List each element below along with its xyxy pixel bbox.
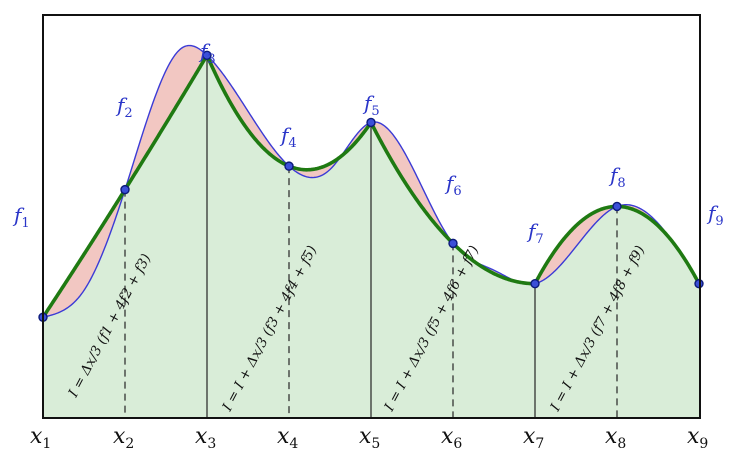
- x-label-5: x5: [359, 424, 380, 452]
- x-label-9: x9: [687, 424, 708, 452]
- f-label-6: f6: [444, 171, 462, 199]
- x-label-4: x4: [277, 424, 298, 452]
- x-label-6: x6: [441, 424, 462, 452]
- x-label-8: x8: [605, 424, 626, 452]
- x-label-2: x2: [113, 424, 134, 452]
- sample-point-4: [284, 161, 294, 171]
- f-point-labels: f1 f2 f3 f4 f5 f6 f7 f8 f9: [12, 39, 724, 247]
- grid-lines: [124, 55, 618, 418]
- sample-point-8: [612, 201, 622, 212]
- sample-point-3: [202, 50, 212, 60]
- plot-frame: [42, 14, 701, 419]
- f-label-4: f4: [279, 123, 297, 151]
- x-axis-labels: x1 x2 x3 x4 x5 x6 x7 x8 x9: [30, 424, 708, 452]
- f-label-2: f2: [115, 93, 133, 121]
- f-label-7: f7: [526, 219, 544, 247]
- f-label-8: f8: [608, 163, 626, 191]
- sample-point-2: [120, 184, 130, 195]
- sample-points: [38, 50, 704, 322]
- x-label-3: x3: [195, 424, 216, 452]
- f-label-3: f3: [198, 39, 216, 67]
- x-label-7: x7: [523, 424, 544, 452]
- sample-point-6: [448, 238, 458, 249]
- f-label-5: f5: [362, 91, 380, 119]
- sample-point-7: [530, 278, 540, 289]
- f-label-9: f9: [706, 201, 724, 229]
- sample-point-5: [366, 117, 376, 128]
- x-label-1: x1: [30, 424, 51, 452]
- f-label-1: f1: [12, 203, 30, 231]
